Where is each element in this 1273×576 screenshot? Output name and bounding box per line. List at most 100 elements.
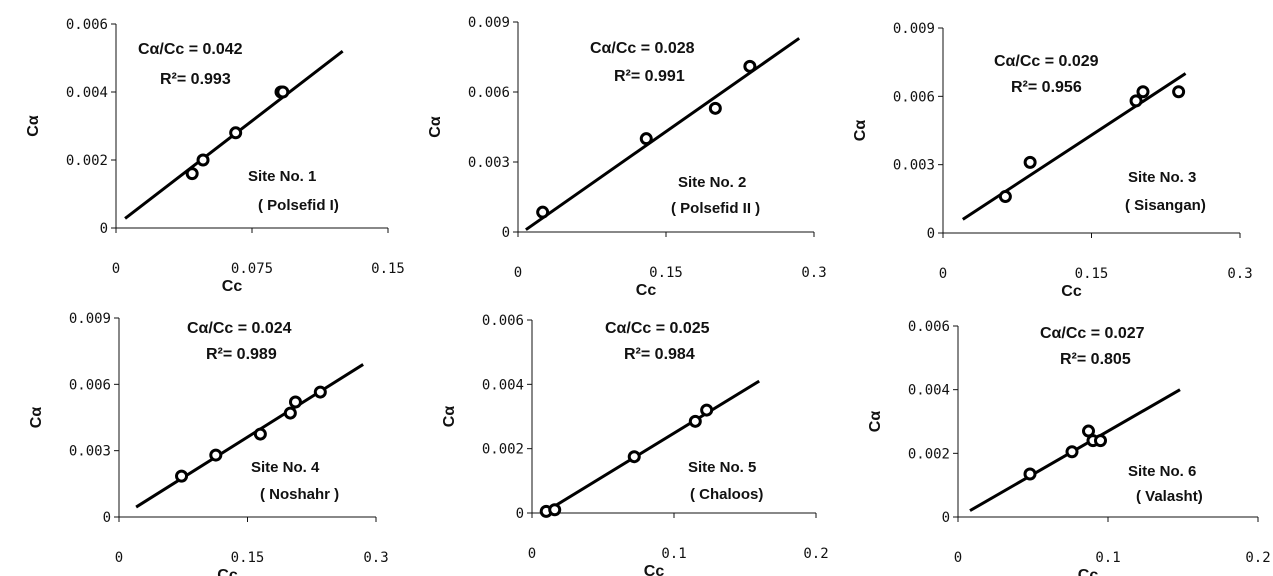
data-point [688,414,702,428]
data-point [283,406,297,420]
r-squared-annotation: R²= 0.991 [614,68,685,85]
y-tick-label: 0.006 [908,319,950,335]
r-squared-annotation: R²= 0.993 [160,71,231,88]
y-tick-label: 0.004 [66,85,108,101]
y-tick-label: 0.002 [908,446,950,462]
r-squared-annotation: R²= 0.984 [624,346,695,363]
x-tick-label: 0 [954,550,962,566]
data-point [288,395,302,409]
data-point [253,427,267,441]
ratio-annotation: Cα/Cc = 0.042 [138,41,243,58]
y-axis-label: Cα [852,120,869,142]
chart-panel-4: 0 0.003 0.006 0.009 0 0.15 0.3 Cc Cα Cα/Cc = 0.02… [28,311,389,576]
chart-panel-1: 0 0.002 0.004 0.006 0 0.075 0.15 Cc Cα Cα/Cc = 0.… [25,17,405,295]
data-point [998,190,1012,204]
data-point [209,448,223,462]
y-tick-label: 0.009 [468,15,510,31]
x-tick-label: 0.1 [1095,550,1120,566]
data-point [536,205,550,219]
x-axis-label: Cc [1061,283,1082,300]
y-tick-label: 0.009 [893,21,935,37]
data-point [175,469,189,483]
site-name: ( Chaloos) [690,486,763,503]
data-point [185,167,199,181]
y-tick-label: 0 [927,226,935,242]
y-tick-label: 0.006 [66,17,108,33]
site-label: Site No. 2 [678,174,746,191]
y-tick-label: 0.003 [468,155,510,171]
r-squared-annotation: R²= 0.989 [206,346,277,363]
data-point [1094,434,1107,448]
data-point [627,450,641,464]
y-axis-label: Cα [427,116,444,138]
y-axis-label: Cα [25,115,42,137]
site-label: Site No. 3 [1128,169,1196,186]
y-tick-label: 0 [516,506,524,522]
y-tick-label: 0 [103,510,111,526]
x-axis-label: Cc [1078,567,1099,576]
y-tick-label: 0.006 [468,85,510,101]
ratio-annotation: Cα/Cc = 0.025 [605,320,710,337]
regression-line [542,379,760,515]
data-point [313,385,327,399]
site-name: ( Valasht) [1136,488,1203,505]
x-tick-label: 0.1 [661,546,686,562]
y-tick-label: 0.004 [908,383,950,399]
y-axis-label: Cα [867,411,884,433]
x-tick-label: 0 [939,266,947,282]
data-point [276,85,290,99]
data-point [639,132,653,146]
data-point [1172,85,1186,99]
site-label: Site No. 1 [248,168,316,185]
r-squared-annotation: R²= 0.956 [1011,79,1082,96]
chart-panel-6: 0 0.002 0.004 0.006 0 0.1 0.2 Cc Cα Cα/Cc = 0.027… [867,319,1271,576]
x-tick-label: 0 [514,265,522,281]
site-label: Site No. 5 [688,459,756,476]
site-name: ( Noshahr ) [260,486,339,503]
data-point [708,101,722,115]
data-point [1065,445,1079,459]
x-tick-label: 0.075 [231,261,273,277]
x-tick-label: 0 [112,261,120,277]
x-tick-label: 0.15 [371,261,405,277]
data-point [196,153,210,167]
data-point [700,403,714,417]
site-label: Site No. 4 [251,459,320,476]
x-tick-label: 0.2 [1245,550,1270,566]
x-tick-label: 0.3 [363,550,388,566]
site-name: ( Sisangan) [1125,197,1206,214]
x-axis-label: Cc [644,563,665,576]
x-axis-label: Cc [636,282,657,299]
y-axis-label: Cα [28,407,45,429]
x-tick-label: 0.15 [1075,266,1109,282]
x-tick-label: 0 [115,550,123,566]
data-point [229,126,243,140]
ratio-annotation: Cα/Cc = 0.029 [994,53,1099,70]
ratio-annotation: Cα/Cc = 0.024 [187,320,292,337]
y-axis-label: Cα [441,406,458,428]
x-tick-label: 0.2 [803,546,828,562]
x-tick-label: 0.3 [801,265,826,281]
y-tick-label: 0 [942,510,950,526]
chart-panel-2: 0 0.003 0.006 0.009 0 0.15 0.3 Cc Cα Cα/Cc = 0.02… [427,15,827,299]
x-tick-label: 0.3 [1227,266,1252,282]
x-axis-label: Cc [217,567,238,576]
site-name: ( Polsefid I) [258,197,339,214]
y-tick-label: 0.006 [482,313,524,329]
site-name: ( Polsefid II ) [671,200,760,217]
r-squared-annotation: R²= 0.805 [1060,351,1131,368]
y-tick-label: 0 [502,225,510,241]
y-tick-label: 0.006 [69,377,111,393]
y-tick-label: 0.002 [66,153,108,169]
data-point [743,59,757,73]
y-tick-label: 0.003 [893,158,935,174]
data-point [548,503,562,517]
y-tick-label: 0.006 [893,89,935,105]
y-tick-label: 0 [100,221,108,237]
x-tick-label: 0 [528,546,536,562]
ratio-annotation: Cα/Cc = 0.027 [1040,325,1145,342]
data-point [1023,467,1037,481]
site-label: Site No. 6 [1128,463,1196,480]
chart-panel-5: 0 0.002 0.004 0.006 0 0.1 0.2 Cc Cα Cα/Cc = 0.025… [441,313,829,576]
